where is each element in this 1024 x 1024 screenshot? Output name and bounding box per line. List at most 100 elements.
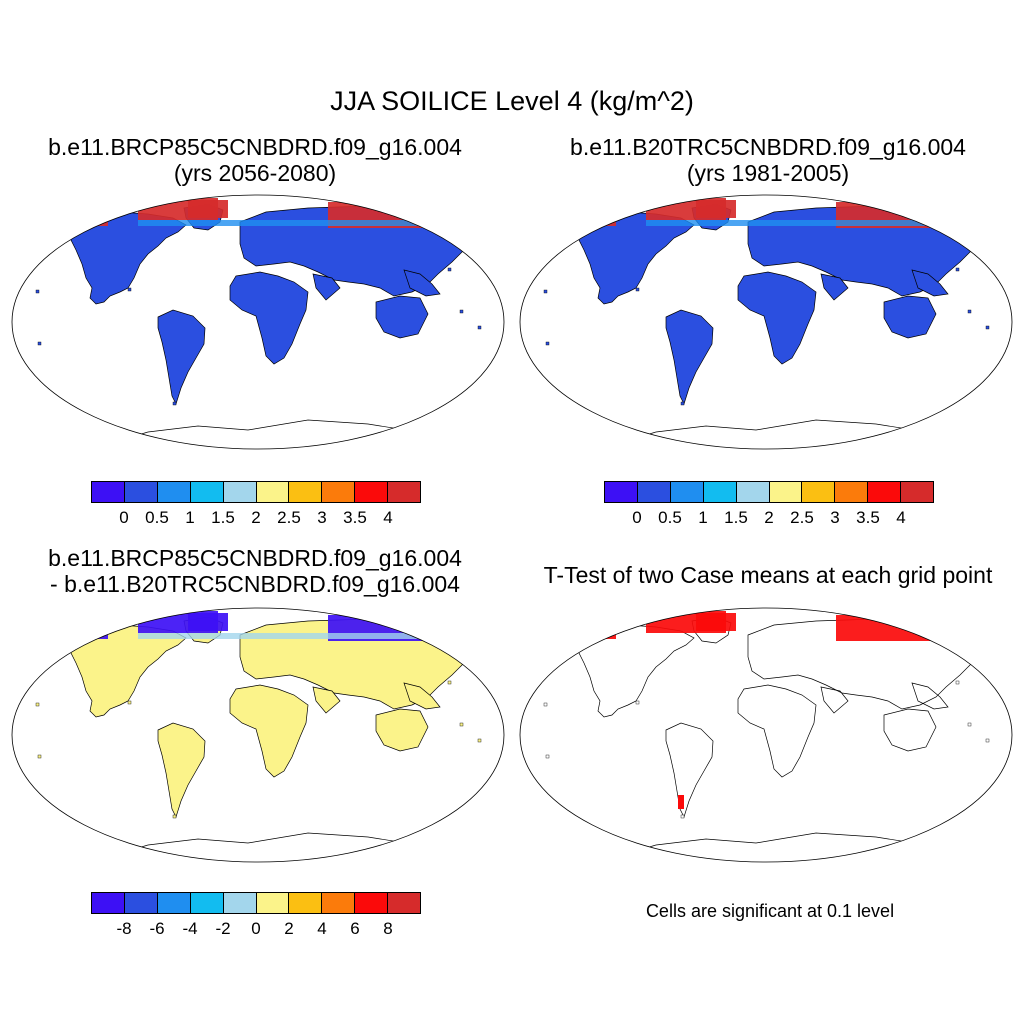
island-5 (485, 369, 490, 374)
colorbar-tick-label: 0 (251, 919, 261, 938)
island-6 (680, 401, 685, 406)
landmass-7 (403, 682, 441, 710)
colorbar-ticks-panel-1: 0 0.5 1 1.5 2 2.5 3 3.5 4 (91, 508, 421, 532)
colorbar-tick-label: 2.5 (277, 508, 301, 527)
colorbar-tick-label: 2 (284, 919, 294, 938)
colorbar-tick-label: 1.5 (211, 508, 235, 527)
arctic-region-2 (836, 615, 976, 641)
arctic-region-3 (68, 216, 108, 226)
colorbar-box (223, 482, 257, 502)
landmass-6 (883, 708, 937, 752)
island-1 (545, 754, 550, 759)
landmass-1 (157, 309, 206, 405)
colorbar-tick-label: 4 (383, 508, 393, 527)
map-border (519, 607, 1013, 863)
island-6 (680, 814, 685, 819)
colorbar-tick-label: 3 (830, 508, 840, 527)
colorbar-tick-label: 1 (185, 508, 195, 527)
island-2 (955, 267, 960, 272)
colorbar-difference (91, 892, 421, 914)
colorbar-tick-label: 0.5 (145, 508, 169, 527)
colorbar-box (355, 482, 389, 502)
colorbar-tick-label: 0.5 (658, 508, 682, 527)
map-background (520, 608, 1012, 862)
landmass-7 (911, 682, 949, 710)
colorbar-tick-label: 1.5 (724, 508, 748, 527)
colorbar-ticks-difference: -8 -6 -4 -2 0 2 4 6 8 (91, 919, 421, 943)
arctic-region-1 (188, 200, 228, 218)
landmass-5 (312, 273, 341, 301)
colorbar-tick-label: 0 (632, 508, 642, 527)
arctic-fringe (646, 220, 966, 226)
map-border (11, 194, 505, 450)
arctic-fringe (138, 220, 458, 226)
colorbar-box (835, 482, 869, 502)
colorbar-box (769, 482, 803, 502)
arctic-region-1 (696, 613, 736, 631)
colorbar-box (355, 893, 389, 913)
colorbar-tick-label: 4 (317, 919, 327, 938)
landmass-7 (403, 269, 441, 297)
island-1 (545, 341, 550, 346)
landmass-4 (737, 684, 817, 778)
arctic-region-1 (696, 200, 736, 218)
colorbar-tick-label: 0 (119, 508, 129, 527)
island-4 (477, 325, 482, 330)
colorbar-box (388, 482, 421, 502)
colorbar-tick-label: -6 (149, 919, 165, 938)
colorbar-tick-label: -8 (116, 919, 132, 938)
panel-2-case-name: b.e11.B20TRC5CNBDRD.f09_g16.004 (570, 134, 966, 160)
colorbar-absolute-panel-2 (604, 481, 934, 503)
island-2 (447, 267, 452, 272)
colorbar-box (157, 482, 191, 502)
panel-3-case-a: b.e11.BRCP85C5CNBDRD.f09_g16.004 (48, 545, 462, 571)
colorbar-box (124, 893, 158, 913)
colorbar-box (388, 893, 421, 913)
colorbar-box (289, 482, 323, 502)
island-7 (635, 700, 640, 705)
colorbar-box (868, 482, 902, 502)
island-3 (459, 309, 464, 314)
island-1 (37, 754, 42, 759)
colorbar-box (322, 893, 356, 913)
panel-1-years: (yrs 2056-2080) (173, 160, 337, 187)
panel-4-title: T-Test of two Case means at each grid po… (543, 562, 993, 588)
colorbar-box (322, 482, 356, 502)
map-panel-1 (11, 194, 505, 450)
arctic-region-3 (576, 629, 616, 639)
island-6 (172, 401, 177, 406)
panel-2-years: (yrs 1981-2005) (686, 160, 850, 187)
island-7 (635, 287, 640, 292)
island-0 (543, 289, 548, 294)
landmass-5 (820, 273, 849, 301)
colorbar-box (289, 893, 323, 913)
map-border (519, 194, 1013, 450)
island-5 (485, 782, 490, 787)
colorbar-box (223, 893, 257, 913)
colorbar-box (802, 482, 836, 502)
island-4 (985, 325, 990, 330)
island-0 (35, 702, 40, 707)
island-4 (985, 738, 990, 743)
colorbar-tick-label: 3.5 (856, 508, 880, 527)
panel-1-title: b.e11.BRCP85C5CNBDRD.f09_g16.004 (yrs 20… (5, 134, 505, 187)
colorbar-tick-label: -4 (182, 919, 198, 938)
main-title: JJA SOILICE Level 4 (kg/m^2) (330, 86, 694, 116)
colorbar-tick-label: 2 (251, 508, 261, 527)
colorbar-box (256, 893, 290, 913)
island-5 (993, 782, 998, 787)
colorbar-box (190, 482, 224, 502)
island-7 (127, 700, 132, 705)
colorbar-box (256, 482, 290, 502)
map-border (11, 607, 505, 863)
significance-note: Cells are significant at 0.1 level (645, 901, 895, 921)
landmass-6 (883, 295, 937, 339)
landmass-1 (157, 722, 206, 818)
landmass-5 (312, 686, 341, 714)
panel-3-title: b.e11.BRCP85C5CNBDRD.f09_g16.004 - b.e11… (5, 545, 505, 598)
island-0 (543, 702, 548, 707)
colorbar-box (124, 482, 158, 502)
arctic-region-3 (576, 216, 616, 226)
colorbar-tick-label: 4 (896, 508, 906, 527)
landmass-1 (665, 309, 714, 405)
